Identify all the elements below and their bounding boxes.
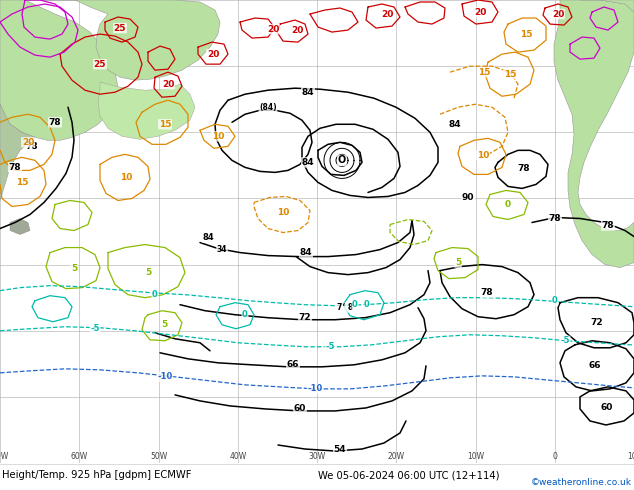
Text: 15: 15	[16, 178, 29, 187]
Text: 20: 20	[381, 9, 393, 19]
Text: 30W: 30W	[308, 452, 326, 461]
Text: 15: 15	[504, 70, 516, 79]
Text: 20: 20	[267, 24, 279, 34]
Text: 84: 84	[302, 158, 314, 167]
Text: 84: 84	[449, 120, 462, 129]
Text: 50W: 50W	[150, 452, 167, 461]
Text: 0: 0	[352, 300, 358, 309]
Polygon shape	[0, 104, 35, 200]
Text: ©weatheronline.co.uk: ©weatheronline.co.uk	[531, 478, 632, 487]
Text: 10: 10	[477, 151, 489, 160]
Text: -5: -5	[90, 324, 100, 333]
Text: 7‘ 8: 7‘ 8	[337, 303, 353, 312]
Text: 15: 15	[520, 29, 533, 39]
Polygon shape	[10, 219, 30, 235]
Text: 66: 66	[287, 360, 299, 369]
Text: 25: 25	[94, 60, 107, 69]
Text: Height/Temp. 925 hPa [gdpm] ECMWF: Height/Temp. 925 hPa [gdpm] ECMWF	[2, 470, 191, 480]
Text: 15: 15	[158, 120, 171, 129]
Text: 0: 0	[552, 296, 558, 305]
Text: 78: 78	[26, 142, 38, 151]
Text: We 05-06-2024 06:00 UTC (12+114): We 05-06-2024 06:00 UTC (12+114)	[318, 470, 500, 480]
Text: 84: 84	[300, 248, 313, 257]
Text: -5: -5	[325, 343, 335, 351]
Text: O: O	[338, 155, 346, 165]
Text: 72: 72	[591, 318, 604, 327]
Text: 20: 20	[552, 9, 564, 19]
Text: 5: 5	[455, 258, 461, 267]
Text: 5: 5	[145, 268, 151, 277]
Text: -10: -10	[307, 384, 323, 393]
Text: 5: 5	[161, 320, 167, 329]
Text: 40W: 40W	[229, 452, 247, 461]
Text: 10: 10	[120, 173, 132, 182]
Text: 60W: 60W	[70, 452, 88, 461]
Polygon shape	[0, 0, 118, 140]
Text: 10: 10	[212, 132, 224, 141]
Text: 72: 72	[299, 313, 311, 322]
Polygon shape	[98, 82, 195, 139]
Text: 15: 15	[478, 68, 490, 76]
Text: 34: 34	[217, 245, 227, 254]
Polygon shape	[25, 0, 220, 80]
Text: 0: 0	[242, 310, 248, 319]
Text: 20: 20	[22, 138, 34, 147]
Text: -10: -10	[157, 372, 172, 381]
Text: 0: 0	[552, 452, 557, 461]
Polygon shape	[554, 0, 634, 268]
Text: 10: 10	[277, 208, 289, 217]
Text: 54: 54	[333, 444, 346, 454]
Text: 70W: 70W	[0, 452, 9, 461]
Text: 0: 0	[152, 290, 158, 299]
Text: 20: 20	[207, 49, 219, 59]
Text: 78: 78	[481, 288, 493, 297]
Text: 78: 78	[49, 118, 61, 127]
Text: 60: 60	[601, 403, 613, 413]
Text: 0: 0	[364, 300, 370, 309]
Text: 25: 25	[113, 24, 126, 32]
Text: 78: 78	[548, 214, 561, 223]
Text: 78: 78	[518, 164, 530, 173]
Text: 90: 90	[462, 193, 474, 202]
Text: 10E: 10E	[627, 452, 634, 461]
Text: 78: 78	[9, 163, 22, 172]
Text: 84: 84	[202, 233, 214, 242]
Text: (84): (84)	[259, 103, 277, 112]
Polygon shape	[580, 0, 634, 12]
Text: 66: 66	[589, 361, 601, 370]
Text: 84: 84	[302, 88, 314, 97]
Text: -5: -5	[560, 336, 570, 345]
Text: 20W: 20W	[387, 452, 405, 461]
Text: 20: 20	[474, 7, 486, 17]
Text: 0: 0	[505, 200, 511, 209]
Text: 10W: 10W	[467, 452, 484, 461]
Text: 78: 78	[602, 221, 614, 230]
Text: 5: 5	[71, 264, 77, 273]
Text: 20: 20	[162, 80, 174, 89]
Text: 60: 60	[294, 404, 306, 414]
Text: 20: 20	[291, 25, 303, 35]
